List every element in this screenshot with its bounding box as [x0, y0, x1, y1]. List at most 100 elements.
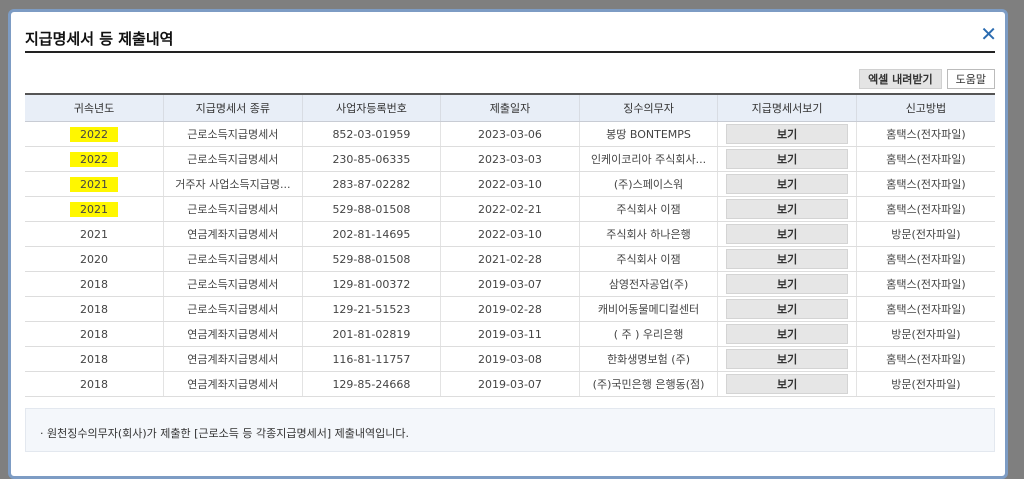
- type-cell: 연금계좌지급명세서: [163, 371, 303, 397]
- close-icon[interactable]: ✕: [980, 22, 997, 46]
- payer-cell: 주식회사 하나은행: [578, 221, 718, 247]
- type-cell: 근로소득지급명세서: [163, 146, 303, 172]
- payer-cell: 삼영전자공업(주): [578, 271, 718, 297]
- column-header: 제출일자: [440, 93, 580, 122]
- year-value: 2020: [80, 252, 109, 266]
- year-value: 2018: [80, 327, 109, 341]
- method-cell: 홈택스(전자파일): [855, 346, 995, 372]
- view-button[interactable]: 보기: [726, 124, 849, 144]
- view-button[interactable]: 보기: [726, 374, 849, 394]
- year-cell: 2020: [25, 246, 164, 272]
- date-cell: 2019-02-28: [440, 296, 580, 322]
- date-cell: 2023-03-06: [440, 121, 580, 147]
- title-divider: [25, 51, 995, 53]
- method-cell: 홈택스(전자파일): [855, 246, 995, 272]
- year-cell: 2021: [25, 221, 164, 247]
- year-cell: 2018: [25, 271, 164, 297]
- view-button[interactable]: 보기: [726, 224, 849, 244]
- column-header: 사업자등록번호: [301, 93, 441, 122]
- bizno-cell: 129-21-51523: [301, 296, 441, 322]
- method-cell: 홈택스(전자파일): [855, 146, 995, 172]
- year-cell: 2018: [25, 371, 164, 397]
- type-cell: 연금계좌지급명세서: [163, 346, 303, 372]
- column-header: 신고방법: [855, 93, 995, 122]
- year-cell: 2022: [25, 146, 164, 172]
- view-button[interactable]: 보기: [726, 199, 849, 219]
- column-header: 징수의무자: [578, 93, 718, 122]
- year-cell: 2018: [25, 296, 164, 322]
- payer-cell: ( 주 ) 우리은행: [578, 321, 718, 347]
- view-button[interactable]: 보기: [726, 274, 849, 294]
- view-cell: 보기: [717, 271, 857, 297]
- view-cell: 보기: [717, 296, 857, 322]
- year-value: 2022: [70, 151, 119, 167]
- table-row: 2022 근로소득지급명세서 230-85-06335 2023-03-03 인케이코리…: [25, 146, 995, 172]
- payer-cell: 캐비어동물메디컬센터: [578, 296, 718, 322]
- view-button[interactable]: 보기: [726, 299, 849, 319]
- view-button[interactable]: 보기: [726, 174, 849, 194]
- view-button[interactable]: 보기: [726, 349, 849, 369]
- view-button[interactable]: 보기: [726, 324, 849, 344]
- excel-download-button[interactable]: 엑셀 내려받기: [859, 69, 942, 89]
- payer-cell: 주식회사 이잼: [578, 196, 718, 222]
- table-row: 2022 근로소득지급명세서 852-03-01959 2023-03-06 봉땅 BO…: [25, 121, 995, 147]
- type-cell: 거주자 사업소득지급명...: [163, 171, 303, 197]
- payer-cell: (주)스페이스워: [578, 171, 718, 197]
- year-value: 2021: [70, 201, 119, 217]
- method-cell: 방문(전자파일): [855, 371, 995, 397]
- view-cell: 보기: [717, 146, 857, 172]
- year-value: 2018: [80, 302, 109, 316]
- type-cell: 근로소득지급명세서: [163, 121, 303, 147]
- date-cell: 2022-03-10: [440, 221, 580, 247]
- method-cell: 방문(전자파일): [855, 221, 995, 247]
- bizno-cell: 202-81-14695: [301, 221, 441, 247]
- method-cell: 홈택스(전자파일): [855, 171, 995, 197]
- date-cell: 2022-02-21: [440, 196, 580, 222]
- payer-cell: 봉땅 BONTEMPS: [578, 121, 718, 147]
- column-header: 귀속년도: [25, 93, 164, 122]
- table-row: 2018 근로소득지급명세서 129-21-51523 2019-02-28 캐비어동물…: [25, 296, 995, 322]
- year-value: 2022: [70, 126, 119, 142]
- method-cell: 홈택스(전자파일): [855, 296, 995, 322]
- year-cell: 2022: [25, 121, 164, 147]
- help-button[interactable]: 도움말: [946, 69, 995, 89]
- year-value: 2021: [80, 227, 109, 241]
- bizno-cell: 201-81-02819: [301, 321, 441, 347]
- year-cell: 2021: [25, 171, 164, 197]
- date-cell: 2019-03-08: [440, 346, 580, 372]
- view-cell: 보기: [717, 121, 857, 147]
- view-button[interactable]: 보기: [726, 149, 849, 169]
- type-cell: 근로소득지급명세서: [163, 246, 303, 272]
- method-cell: 홈택스(전자파일): [855, 121, 995, 147]
- table-row: 2020 근로소득지급명세서 529-88-01508 2021-02-28 주식회사 …: [25, 246, 995, 272]
- table-row: 2018 근로소득지급명세서 129-81-00372 2019-03-07 삼영전자공…: [25, 271, 995, 297]
- payer-cell: 한화생명보험 (주): [578, 346, 718, 372]
- date-cell: 2021-02-28: [440, 246, 580, 272]
- type-cell: 연금계좌지급명세서: [163, 221, 303, 247]
- bizno-cell: 283-87-02282: [301, 171, 441, 197]
- column-header: 지급명세서보기: [717, 93, 857, 122]
- date-cell: 2019-03-07: [440, 371, 580, 397]
- table-row: 2021 연금계좌지급명세서 202-81-14695 2022-03-10 주식회사 …: [25, 221, 995, 247]
- method-cell: 방문(전자파일): [855, 321, 995, 347]
- view-cell: 보기: [717, 221, 857, 247]
- view-button[interactable]: 보기: [726, 249, 849, 269]
- toolbar: 엑셀 내려받기 도움말: [859, 69, 995, 89]
- year-value: 2021: [70, 176, 119, 192]
- view-cell: 보기: [717, 371, 857, 397]
- method-cell: 홈택스(전자파일): [855, 271, 995, 297]
- year-cell: 2018: [25, 321, 164, 347]
- view-cell: 보기: [717, 346, 857, 372]
- year-cell: 2018: [25, 346, 164, 372]
- date-cell: 2019-03-11: [440, 321, 580, 347]
- year-value: 2018: [80, 277, 109, 291]
- table-row: 2018 연금계좌지급명세서 116-81-11757 2019-03-08 한화생명보…: [25, 346, 995, 372]
- submission-table: 귀속년도 지급명세서 종류 사업자등록번호 제출일자 징수의무자 지급명세서보기 신고방법 …: [25, 93, 995, 397]
- year-value: 2018: [80, 377, 109, 391]
- table-row: 2021 근로소득지급명세서 529-88-01508 2022-02-21 주식회사 …: [25, 196, 995, 222]
- bizno-cell: 852-03-01959: [301, 121, 441, 147]
- bizno-cell: 529-88-01508: [301, 196, 441, 222]
- date-cell: 2022-03-10: [440, 171, 580, 197]
- table-row: 2018 연금계좌지급명세서 129-85-24668 2019-03-07 (주)국민…: [25, 371, 995, 397]
- bizno-cell: 116-81-11757: [301, 346, 441, 372]
